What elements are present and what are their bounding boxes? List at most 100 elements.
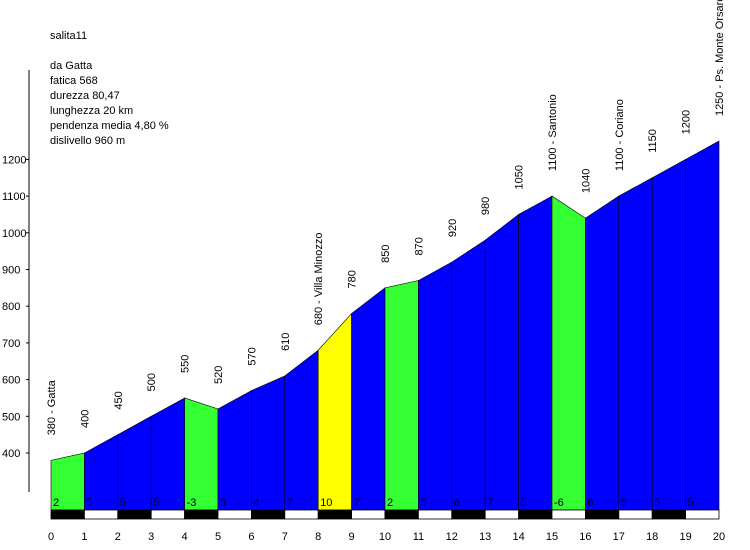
altitude-label: 1100 - Santonio (547, 94, 559, 171)
segments (50, 140, 720, 511)
km-bar-cell (217, 509, 252, 520)
altitude-label: 380 - Gatta (46, 379, 58, 435)
profile-segment (484, 213, 519, 511)
climb-start: da Gatta (50, 60, 93, 72)
x-tick-label: 3 (148, 531, 154, 543)
x-axis-ticks: 0 1 2 3 4 5 6 7 8 9 10 11 12 13 14 15 16 17 18 19 20 (48, 531, 725, 543)
altitude-label: 500 (146, 373, 158, 391)
km-bar-cell (451, 509, 486, 520)
grade-label: 5 (521, 497, 527, 509)
climb-name: salita11 (50, 30, 88, 42)
x-tick-label: 10 (379, 531, 391, 543)
grade-label: 7 (487, 497, 493, 509)
climb-fatica: fatica 568 (50, 75, 98, 87)
grade-label: 4 (253, 497, 259, 509)
x-tick-label: 12 (446, 531, 458, 543)
grade-label: 5 (220, 497, 226, 509)
profile-segment (351, 287, 386, 511)
x-tick-label: 7 (282, 531, 288, 543)
climb-info: salita11 da Gatta fatica 568 durezza 80,… (50, 29, 169, 149)
km-bar (50, 509, 720, 520)
altitude-label: 680 - Villa Minozzo (313, 233, 325, 326)
profile-segment (284, 349, 319, 511)
x-tick-label: 17 (613, 531, 625, 543)
grade-label: 7 (354, 497, 360, 509)
profile-segment (685, 140, 720, 511)
grade-label: 2 (387, 497, 393, 509)
grade-label: -3 (187, 497, 197, 509)
altitude-label: 520 (213, 366, 225, 384)
altitude-label: 1040 (580, 169, 592, 193)
x-tick-label: 19 (679, 531, 691, 543)
profile-segment (418, 261, 453, 511)
km-bar-cell (384, 509, 419, 520)
grade-label: 6 (454, 497, 460, 509)
x-tick-label: 8 (315, 531, 321, 543)
profile-segment (150, 397, 185, 511)
x-tick-label: 2 (115, 531, 121, 543)
altitude-label: 850 (380, 244, 392, 262)
km-bar-cell (117, 509, 152, 520)
altitude-label: 570 (246, 347, 258, 365)
profile-segment (618, 177, 653, 511)
profile-segment (551, 195, 586, 511)
x-tick-label: 16 (579, 531, 591, 543)
grade-label: -6 (554, 497, 564, 509)
x-tick-label: 1 (81, 531, 87, 543)
y-tick-label: 600 (2, 375, 20, 387)
x-tick-label: 13 (479, 531, 491, 543)
x-tick-label: 14 (512, 531, 524, 543)
x-tick-label: 15 (546, 531, 558, 543)
profile-segment (384, 280, 419, 511)
climb-durezza: durezza 80,47 (50, 90, 120, 102)
profile-segment (651, 158, 686, 511)
profile-segment (518, 195, 553, 511)
profile-segment (117, 415, 152, 511)
y-tick-label: 800 (2, 301, 20, 313)
y-tick-label: 1000 (2, 228, 26, 240)
km-bar-cell (284, 509, 319, 520)
grade-label: 7 (287, 497, 293, 509)
grade-label: 10 (320, 497, 332, 509)
grade-label: 5 (654, 497, 660, 509)
profile-segment (251, 375, 286, 511)
altitude-label: 1200 (681, 110, 693, 134)
km-bar-cell (351, 509, 386, 520)
km-bar-cell (84, 509, 119, 520)
climb-pendenza: pendenza media 4,80 % (50, 120, 169, 132)
x-tick-label: 20 (713, 531, 725, 543)
km-bar-cell (250, 509, 286, 520)
x-tick-label: 11 (413, 531, 424, 543)
climb-lunghezza: lunghezza 20 km (50, 105, 134, 117)
grade-label: 5 (621, 497, 627, 509)
y-tick-label: 500 (2, 411, 20, 423)
grade-label: 5 (420, 497, 426, 509)
altitude-label: 980 (480, 197, 492, 215)
altitude-label: 400 (79, 410, 91, 428)
km-bar-cell (150, 509, 185, 520)
grade-label: 5 (120, 497, 126, 509)
altitude-label: 450 (113, 391, 125, 409)
y-tick-label: 400 (2, 448, 20, 460)
grade-label: 2 (53, 497, 59, 509)
profile-segment (184, 397, 219, 511)
profile-segment (451, 239, 486, 511)
altitude-label: 610 (280, 333, 292, 351)
km-bar-cell (50, 509, 85, 520)
km-bar-cell (685, 509, 720, 520)
grade-labels: 2 5 5 5 -3 5 4 7 10 7 2 5 6 7 5 -6 6 5 5 5 (53, 497, 694, 509)
grade-label: 5 (86, 497, 92, 509)
altitude-label: 1050 (514, 165, 526, 189)
y-tick-label: 900 (2, 265, 20, 277)
km-bar-cell (651, 509, 687, 520)
altitude-label: 780 (347, 270, 359, 288)
altitude-label: 870 (413, 237, 425, 255)
altitude-label: 550 (180, 355, 192, 373)
altitude-label: 1100 - Coriano (614, 99, 626, 171)
x-tick-label: 9 (349, 531, 355, 543)
x-tick-label: 6 (248, 531, 254, 543)
x-tick-label: 5 (215, 531, 221, 543)
y-tick-label: 1100 (2, 191, 26, 203)
profile-segment (317, 312, 352, 511)
